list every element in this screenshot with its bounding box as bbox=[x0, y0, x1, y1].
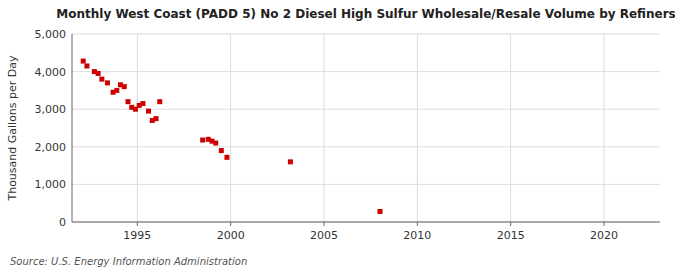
point bbox=[146, 109, 151, 114]
y-tick-label: 2,000 bbox=[35, 141, 67, 154]
point bbox=[96, 71, 101, 76]
chart: 0 1,000 2,000 3,000 4,000 5,000 1995 2000 2005 20… bbox=[0, 0, 675, 275]
x-tick-label: 2000 bbox=[217, 229, 245, 242]
x-tick bbox=[510, 222, 511, 226]
x-tick-label: 2020 bbox=[590, 229, 618, 242]
point bbox=[154, 116, 159, 121]
x-tick bbox=[324, 222, 325, 226]
x-grid-line bbox=[324, 34, 325, 222]
x-axis bbox=[72, 222, 660, 223]
x-grid-line bbox=[417, 34, 418, 222]
x-grid-line bbox=[604, 34, 605, 222]
point bbox=[378, 209, 383, 214]
point bbox=[224, 155, 229, 160]
x-grid-line bbox=[510, 34, 511, 222]
point bbox=[84, 63, 89, 68]
y-tick-label: 1,000 bbox=[35, 178, 67, 191]
point bbox=[81, 59, 86, 64]
point bbox=[122, 84, 127, 89]
title: Monthly West Coast (PADD 5) No 2 Diesel … bbox=[56, 7, 675, 21]
points bbox=[81, 59, 383, 214]
annotation: Source: U.S. Energy Information Administ… bbox=[10, 256, 247, 267]
y-axis bbox=[72, 34, 73, 222]
point bbox=[114, 88, 119, 93]
y-grid-line bbox=[72, 71, 660, 72]
y-grid-line bbox=[72, 109, 660, 110]
y-tick-label: 5,000 bbox=[35, 28, 67, 41]
y-grid-line bbox=[72, 184, 660, 185]
x-tick-label: 2005 bbox=[310, 229, 338, 242]
grid bbox=[72, 34, 660, 222]
point bbox=[140, 101, 145, 106]
y-grid-line bbox=[72, 222, 660, 223]
point bbox=[157, 99, 162, 104]
y-grid-line bbox=[72, 34, 660, 35]
point bbox=[99, 77, 104, 82]
x-tick bbox=[417, 222, 418, 226]
point bbox=[105, 80, 110, 85]
x-tick-label: 2010 bbox=[403, 229, 431, 242]
x-grid-line bbox=[230, 34, 231, 222]
x-tick bbox=[604, 222, 605, 226]
x-tick bbox=[137, 222, 138, 226]
y-tick-label: 0 bbox=[59, 216, 66, 229]
x-tick bbox=[230, 222, 231, 226]
point bbox=[200, 138, 205, 143]
point bbox=[126, 99, 131, 104]
point bbox=[288, 159, 293, 164]
y-tick-label: 4,000 bbox=[35, 66, 67, 79]
y-tick-label: 3,000 bbox=[35, 103, 67, 116]
point bbox=[219, 148, 224, 153]
x-grid-line bbox=[137, 34, 138, 222]
point bbox=[213, 141, 218, 146]
x-tick-label: 2015 bbox=[497, 229, 525, 242]
y-grid-line bbox=[72, 146, 660, 147]
y-axis-label: Thousand Gallons per Day bbox=[6, 55, 19, 202]
x-tick-label: 1995 bbox=[123, 229, 151, 242]
